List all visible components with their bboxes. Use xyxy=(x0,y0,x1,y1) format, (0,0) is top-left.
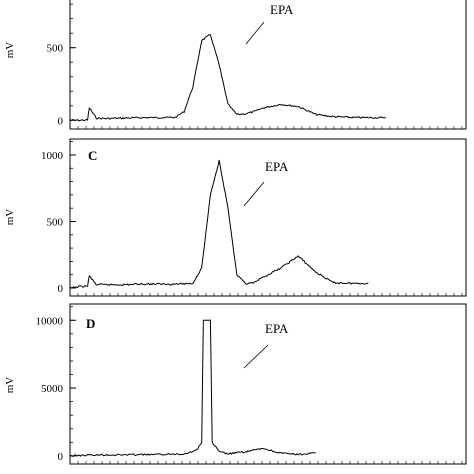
y-axis-label: mV xyxy=(4,42,16,59)
y-tick-label: 1000 xyxy=(41,150,64,162)
y-tick-label: 500 xyxy=(47,43,64,55)
panel-label: C xyxy=(88,148,97,163)
peak-annotation-epa: EPA xyxy=(265,159,289,174)
chart-panel-3: 0 5000 10000 mV D EPA xyxy=(4,303,467,465)
chart-panel-2: 0 500 1000 mV C EPA xyxy=(4,138,467,297)
signal-trace xyxy=(69,319,316,457)
annotation-leader-line xyxy=(245,21,265,45)
signal-trace xyxy=(69,34,387,122)
annotation-leader-line xyxy=(243,181,265,207)
y-tick-label: 5000 xyxy=(41,383,64,395)
y-tick-label: 0 xyxy=(58,451,64,463)
plot-frame xyxy=(69,303,467,465)
y-axis-label: mV xyxy=(4,377,16,394)
panel-label: D xyxy=(86,316,95,331)
y-tick-label: 10000 xyxy=(36,315,64,327)
y-tick-label: 500 xyxy=(47,216,64,228)
signal-trace xyxy=(69,159,369,289)
annotation-leader-line xyxy=(243,344,269,369)
y-tick-label: 0 xyxy=(58,115,64,127)
y-tick-label: 0 xyxy=(58,283,64,295)
plot-frame xyxy=(69,138,467,297)
peak-annotation-epa: EPA xyxy=(270,2,294,17)
peak-annotation-epa: EPA xyxy=(265,321,289,336)
plot-frame xyxy=(69,0,467,130)
chart-panel-1: 0 500 mV EPA xyxy=(4,0,467,130)
y-axis-label: mV xyxy=(4,209,16,226)
